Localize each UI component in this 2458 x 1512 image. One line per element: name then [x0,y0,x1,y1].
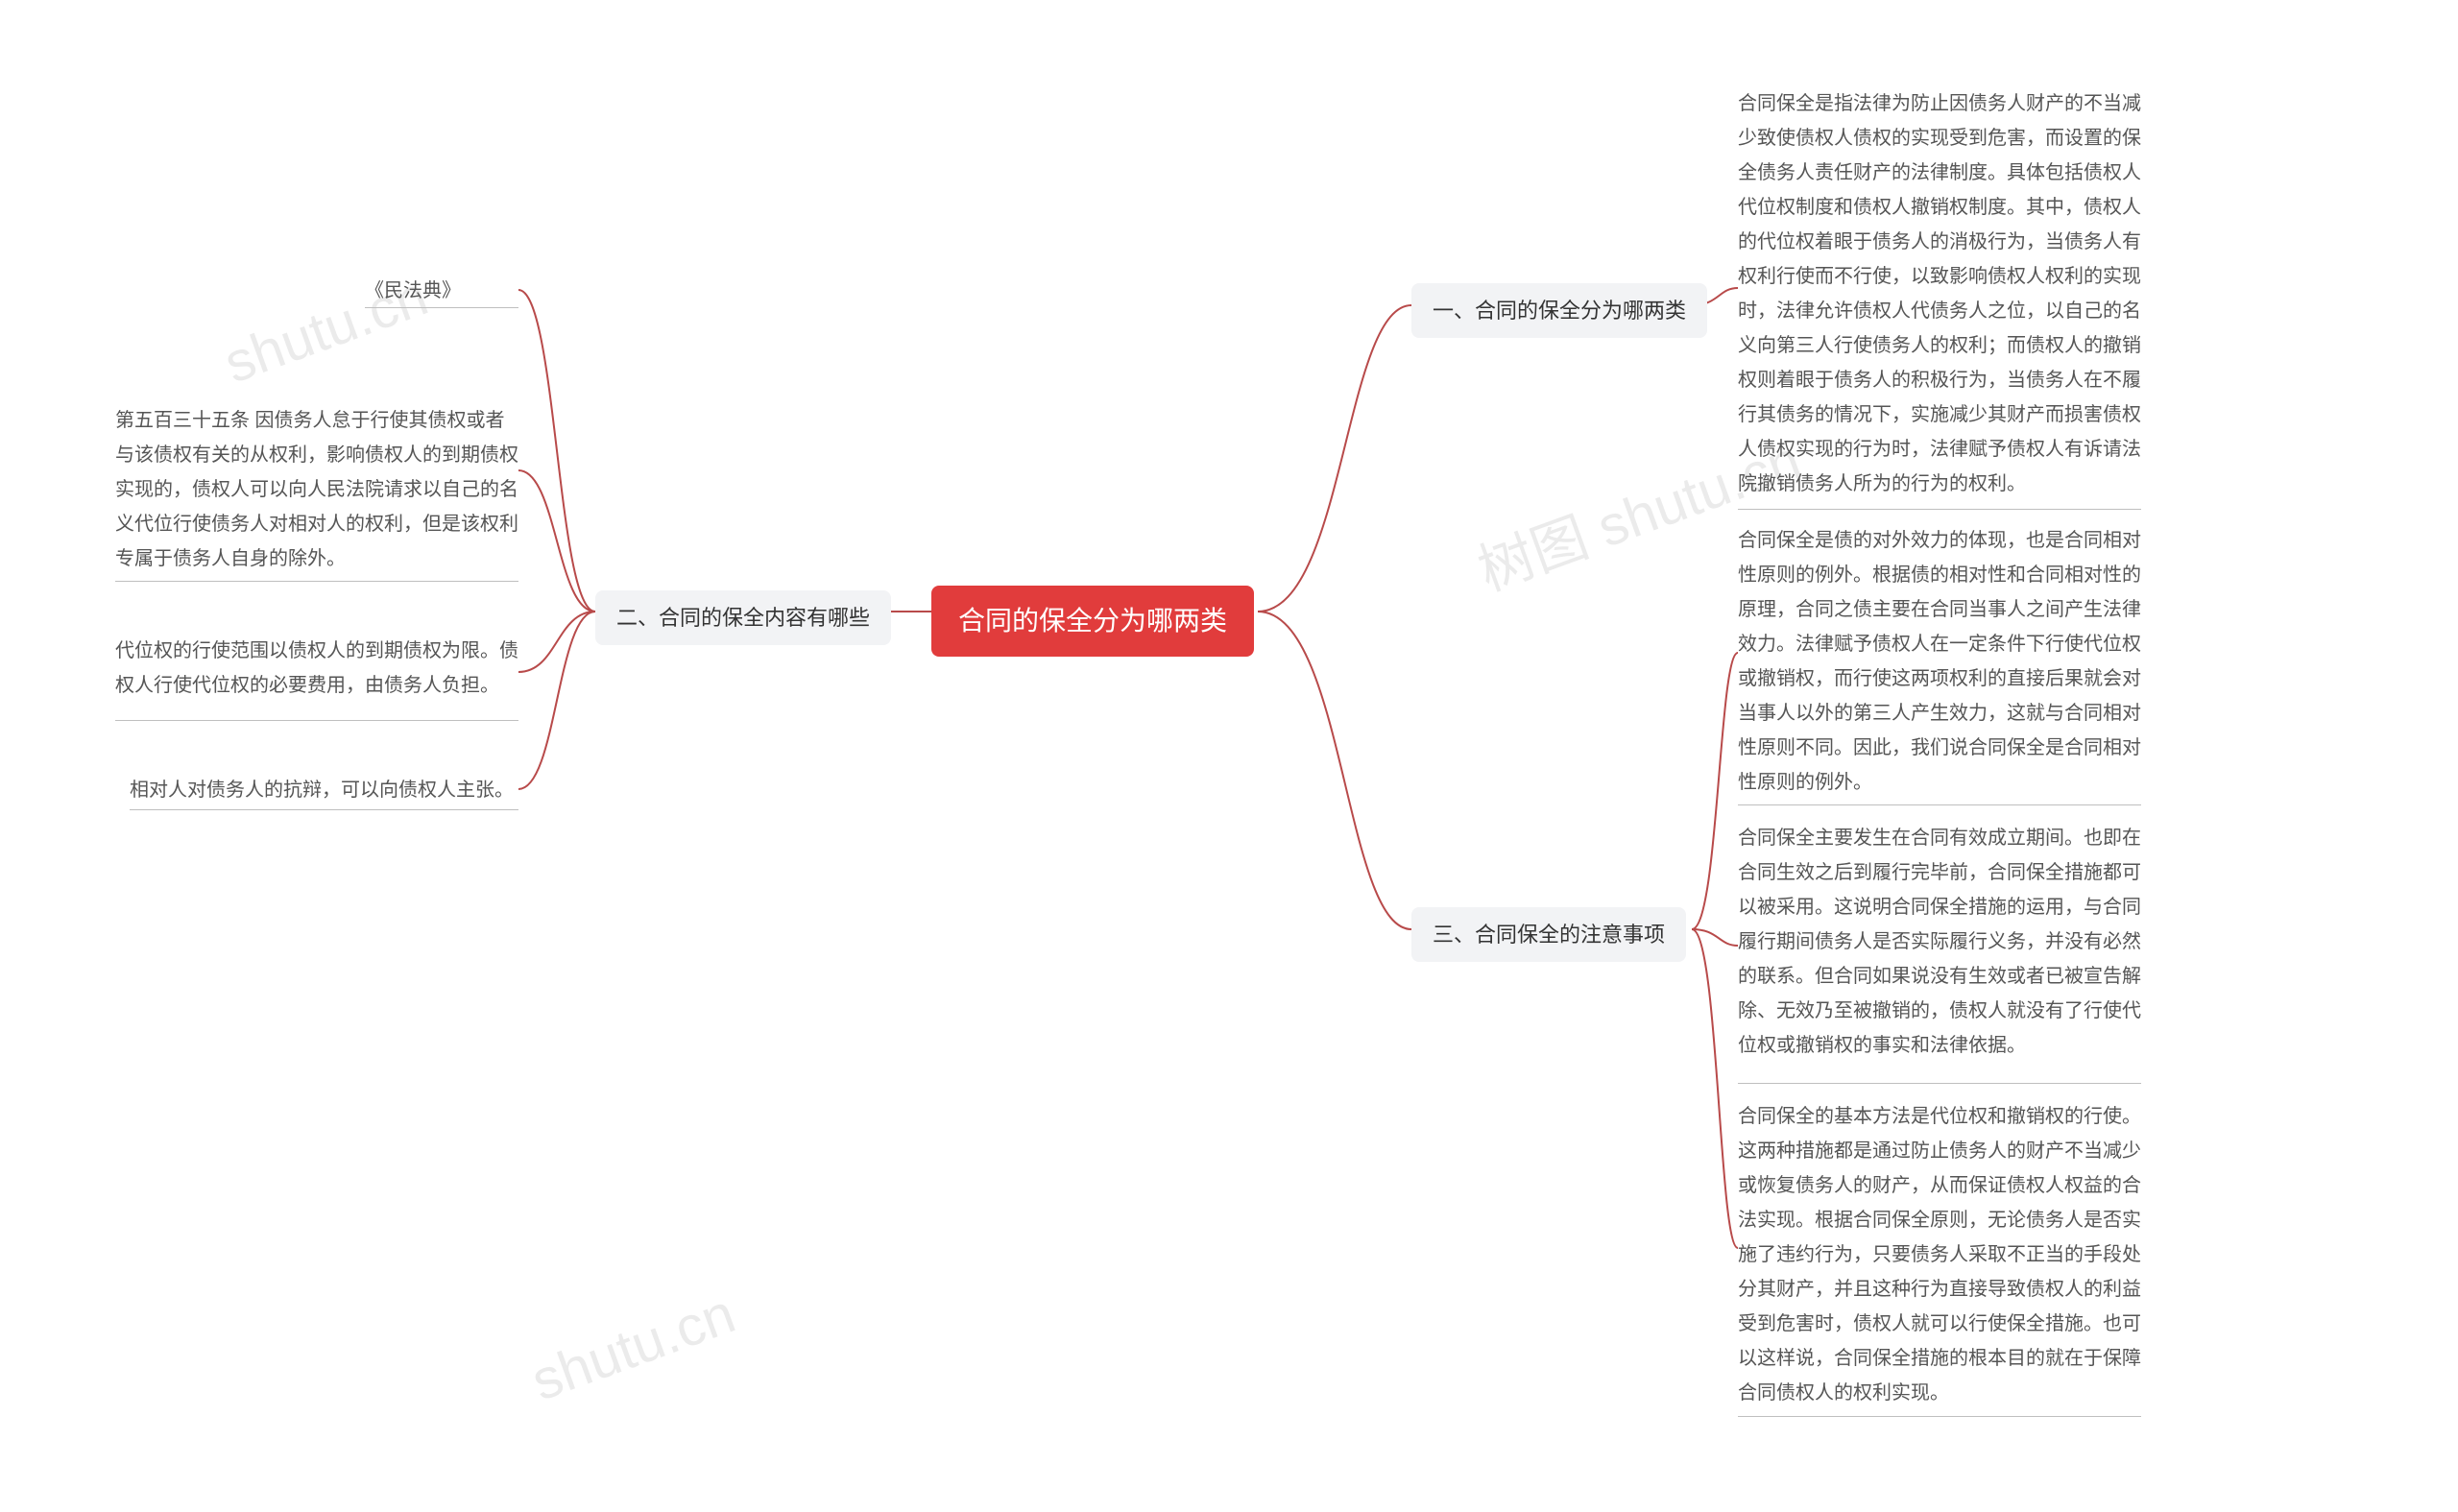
leaf-underline [1738,804,2141,805]
leaf-underline [115,581,518,582]
leaf-r2b: 合同保全主要发生在合同有效成立期间。也即在合同生效之后到履行完毕前，合同保全措施… [1738,821,2141,1063]
leaf-r2c: 合同保全的基本方法是代位权和撤销权的行使。这两种措施都是通过防止债务人的财产不当… [1738,1099,2141,1410]
leaf-underline [130,809,518,810]
leaf-text: 相对人对债务人的抗辩，可以向债权人主张。 [130,780,514,801]
leaf-underline [115,720,518,721]
leaf-text: 代位权的行使范围以债权人的到期债权为限。债权人行使代位权的必要费用，由债务人负担… [115,640,518,696]
branch-label: 二、合同的保全内容有哪些 [616,606,870,630]
leaf-r1a: 合同保全是指法律为防止因债务人财产的不当减少致使债权人债权的实现受到危害，而设置… [1738,86,2141,501]
leaf-text: 合同保全的基本方法是代位权和撤销权的行使。这两种措施都是通过防止债务人的财产不当… [1738,1106,2141,1404]
leaf-underline [1738,509,2141,510]
leaf-text: 合同保全主要发生在合同有效成立期间。也即在合同生效之后到履行完毕前，合同保全措施… [1738,828,2141,1056]
leaf-underline [365,307,518,308]
leaf-underline [1738,1083,2141,1084]
watermark: shutu.cn [523,1282,743,1414]
leaf-l1a: 《民法典》 [365,274,518,308]
branch-label: 三、合同保全的注意事项 [1433,923,1665,947]
leaf-text: 合同保全是债的对外效力的体现，也是合同相对性原则的例外。根据债的相对性和合同相对… [1738,530,2141,793]
leaf-l1c: 代位权的行使范围以债权人的到期债权为限。债权人行使代位权的必要费用，由债务人负担… [115,634,518,703]
leaf-l1d: 相对人对债务人的抗辩，可以向债权人主张。 [130,773,518,807]
mindmap-root[interactable]: 合同的保全分为哪两类 [931,586,1254,657]
leaf-r2a: 合同保全是债的对外效力的体现，也是合同相对性原则的例外。根据债的相对性和合同相对… [1738,523,2141,800]
root-label: 合同的保全分为哪两类 [958,606,1227,636]
branch-label: 一、合同的保全分为哪两类 [1433,299,1686,323]
branch-r1[interactable]: 一、合同的保全分为哪两类 [1411,283,1707,338]
leaf-underline [1738,1416,2141,1417]
branch-l1[interactable]: 二、合同的保全内容有哪些 [595,590,891,645]
leaf-text: 《民法典》 [365,280,461,301]
branch-r2[interactable]: 三、合同保全的注意事项 [1411,907,1686,962]
leaf-text: 合同保全是指法律为防止因债务人财产的不当减少致使债权人债权的实现受到危害，而设置… [1738,93,2141,494]
leaf-text: 第五百三十五条 因债务人怠于行使其债权或者与该债权有关的从权利，影响债权人的到期… [115,410,518,569]
leaf-l1b: 第五百三十五条 因债务人怠于行使其债权或者与该债权有关的从权利，影响债权人的到期… [115,403,518,576]
